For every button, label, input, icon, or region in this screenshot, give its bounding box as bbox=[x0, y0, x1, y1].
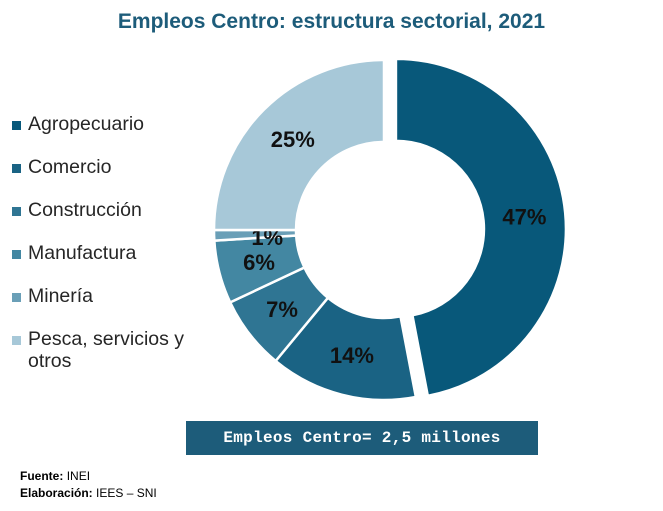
legend-swatch bbox=[12, 250, 21, 259]
data-label: 25% bbox=[271, 127, 315, 152]
source-label: Fuente: bbox=[20, 469, 64, 483]
legend-item-mineria: Minería bbox=[12, 285, 212, 307]
legend-swatch bbox=[12, 164, 21, 173]
legend-label: Pesca, servicios y otros bbox=[28, 328, 185, 372]
legend-swatch bbox=[12, 121, 21, 130]
legend-item-pesca: Pesca, servicios y otros bbox=[12, 328, 212, 372]
data-label: 14% bbox=[330, 343, 374, 368]
legend-label: Agropecuario bbox=[28, 113, 144, 135]
legend-item-construccion: Construcción bbox=[12, 199, 212, 221]
credit-value: IEES – SNI bbox=[96, 486, 157, 500]
credit-label: Elaboración: bbox=[20, 486, 93, 500]
source-value: INEI bbox=[66, 469, 91, 483]
legend-label: Manufactura bbox=[28, 242, 137, 264]
legend-label: Comercio bbox=[28, 156, 112, 178]
legend-item-agropecuario: Agropecuario bbox=[12, 113, 212, 135]
slice-agropecuario bbox=[394, 57, 568, 398]
slice-pesca-servicios-y-otros bbox=[212, 58, 386, 232]
source-line: Fuente: INEI bbox=[20, 468, 157, 485]
legend-swatch bbox=[12, 336, 21, 345]
legend-item-comercio: Comercio bbox=[12, 156, 212, 178]
legend-item-manufactura: Manufactura bbox=[12, 242, 212, 264]
data-label: 6% bbox=[243, 250, 275, 275]
credit-line: Elaboración: IEES – SNI bbox=[20, 485, 157, 502]
footer: Fuente: INEI Elaboración: IEES – SNI bbox=[20, 468, 157, 502]
legend-label: Minería bbox=[28, 285, 94, 307]
data-label: 7% bbox=[266, 297, 298, 322]
legend-swatch bbox=[12, 207, 21, 216]
total-employment-box: Empleos Centro= 2,5 millones bbox=[186, 421, 538, 455]
legend-swatch bbox=[12, 293, 21, 302]
legend-label: Construcción bbox=[28, 199, 142, 221]
legend: Agropecuario Comercio Construcción Manuf… bbox=[12, 113, 212, 393]
chart-title: Empleos Centro: estructura sectorial, 20… bbox=[117, 10, 546, 33]
data-label: 47% bbox=[502, 205, 546, 230]
